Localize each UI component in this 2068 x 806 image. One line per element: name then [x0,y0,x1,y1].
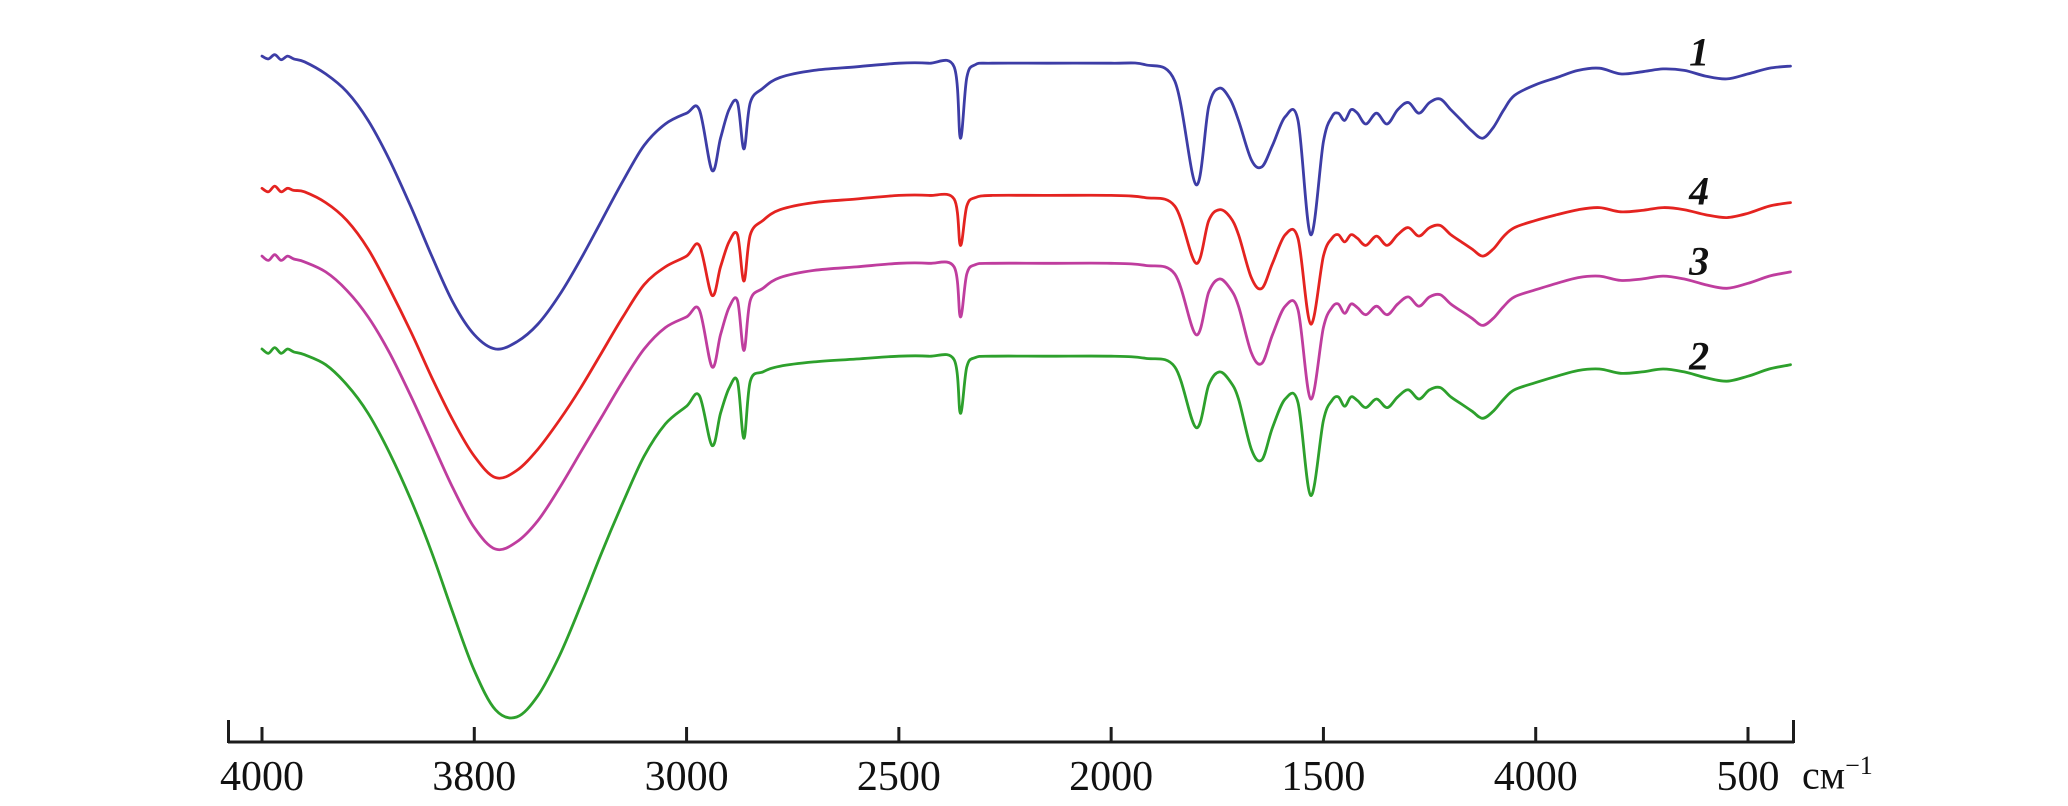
curve-label-4: 4 [1688,169,1709,214]
x-tick-label-3: 2500 [857,754,941,800]
x-axis-unit-exponent: −1 [1845,751,1873,780]
x-tick-label-1: 3800 [432,754,516,800]
x-tick-label-2: 3000 [645,754,729,800]
x-tick-label-4: 2000 [1069,754,1153,800]
spectrum-curve-3 [260,253,1792,552]
x-axis-unit: см−1 [1802,753,1873,795]
x-tick-label-5: 1500 [1281,754,1365,800]
curve-label-1: 1 [1689,29,1709,74]
x-tick-label-7: 500 [1717,754,1780,800]
x-axis-unit-base: см [1802,752,1846,798]
x-tick-label-0: 4000 [220,754,304,800]
spectrum-curve-1 [260,53,1792,351]
curve-label-3: 3 [1688,239,1709,284]
curve-label-2: 2 [1688,334,1709,379]
spectrum-curve-4 [260,184,1792,480]
spectrum-curve-2 [260,346,1792,720]
x-tick-label-6: 4000 [1494,754,1578,800]
